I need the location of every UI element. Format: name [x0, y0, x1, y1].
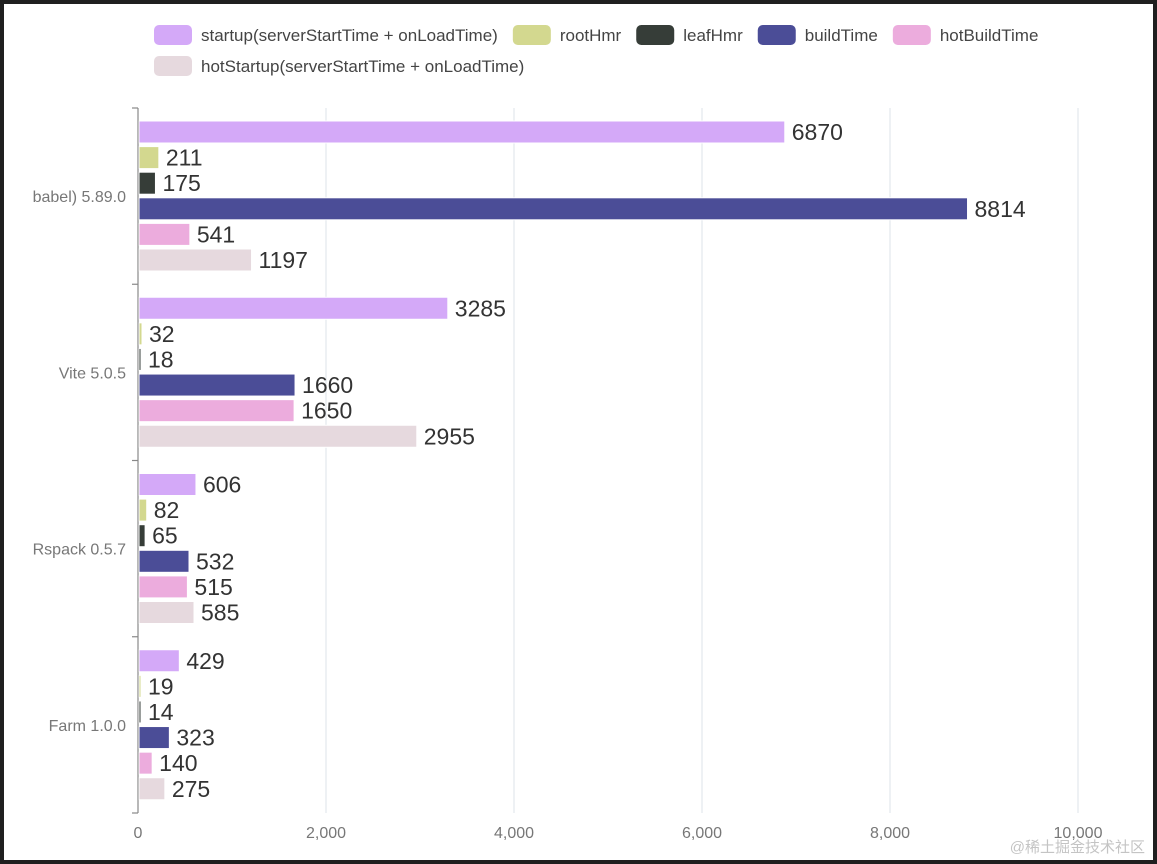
bar-startup-serverstarttime-onloadtime-vite-5-0-5 — [138, 296, 449, 320]
chart-frame: 0 2,000 4,000 6,000 8,000 10,000 babel) 5.89.0… — [4, 4, 1153, 860]
data-label-buildtime-rspack-0-5-7: 532 — [196, 548, 234, 574]
legend-swatch-leafhmr — [636, 25, 675, 45]
bar-startup-serverstarttime-onloadtime-babel-5-89-0 — [138, 120, 786, 144]
legend-swatch-roothmr — [512, 25, 551, 45]
data-label-leafhmr-rspack-0-5-7: 65 — [152, 523, 178, 549]
data-label-startup-serverstarttime-onloadtime-vite-5-0-5: 3285 — [455, 295, 506, 321]
data-label-buildtime-babel-5-89-0: 8814 — [975, 196, 1026, 222]
bar-roothmr-babel-5-89-0 — [138, 146, 160, 170]
legend-label-hotbuildtime: hotBuildTime — [940, 26, 1039, 45]
bar-roothmr-farm-1-0-0 — [138, 674, 142, 698]
bar-leafhmr-farm-1-0-0 — [138, 700, 142, 724]
bar-hotbuildtime-rspack-0-5-7 — [138, 575, 188, 599]
bar-hotbuildtime-babel-5-89-0 — [138, 222, 191, 246]
x-tick-label-2000: 2,000 — [306, 825, 346, 842]
bar-hotstartup-serverstarttime-onloadtime-farm-1-0-0 — [138, 777, 166, 801]
legend-swatch-buildtime — [757, 25, 796, 45]
data-label-hotbuildtime-rspack-0-5-7: 515 — [194, 574, 232, 600]
data-label-leafhmr-vite-5-0-5: 18 — [148, 346, 174, 372]
data-label-startup-serverstarttime-onloadtime-rspack-0-5-7: 606 — [203, 472, 241, 498]
data-label-hotstartup-serverstarttime-onloadtime-rspack-0-5-7: 585 — [201, 600, 239, 626]
data-label-hotstartup-serverstarttime-onloadtime-vite-5-0-5: 2955 — [424, 423, 475, 449]
bar-leafhmr-vite-5-0-5 — [138, 347, 142, 371]
data-label-leafhmr-farm-1-0-0: 14 — [148, 699, 174, 725]
data-label-startup-serverstarttime-onloadtime-farm-1-0-0: 429 — [186, 648, 224, 674]
watermark: @稀土掘金技术社区 — [1010, 839, 1145, 856]
bar-startup-serverstarttime-onloadtime-rspack-0-5-7 — [138, 473, 197, 496]
bar-chart: 0 2,000 4,000 6,000 8,000 10,000 babel) 5.89.0… — [33, 25, 1145, 856]
bar-startup-serverstarttime-onloadtime-farm-1-0-0 — [138, 649, 180, 673]
data-label-hotbuildtime-babel-5-89-0: 541 — [197, 221, 235, 247]
bar-hotstartup-serverstarttime-onloadtime-vite-5-0-5 — [138, 424, 418, 448]
data-label-roothmr-farm-1-0-0: 19 — [148, 673, 174, 699]
data-label-hotstartup-serverstarttime-onloadtime-babel-5-89-0: 1197 — [259, 247, 308, 273]
data-label-leafhmr-babel-5-89-0: 175 — [162, 170, 200, 196]
bar-buildtime-rspack-0-5-7 — [138, 549, 190, 573]
category-label-farm-1-0-0: Farm 1.0.0 — [49, 718, 126, 735]
gridlines — [325, 108, 1079, 813]
bar-roothmr-vite-5-0-5 — [138, 322, 143, 346]
category-label-vite-5-0-5: Vite 5.0.5 — [59, 365, 126, 382]
data-label-startup-serverstarttime-onloadtime-babel-5-89-0: 6870 — [792, 119, 843, 145]
bar-leafhmr-babel-5-89-0 — [138, 171, 156, 195]
category-label-babel-5-89-0: babel) 5.89.0 — [33, 189, 127, 206]
x-tick-label-8000: 8,000 — [870, 825, 910, 842]
x-tick-label-0: 0 — [134, 825, 143, 842]
bar-roothmr-rspack-0-5-7 — [138, 498, 148, 522]
bar-hotstartup-serverstarttime-onloadtime-rspack-0-5-7 — [138, 601, 195, 624]
bar-leafhmr-rspack-0-5-7 — [138, 524, 146, 548]
bar-hotstartup-serverstarttime-onloadtime-babel-5-89-0 — [138, 248, 253, 272]
legend: startup(serverStartTime + onLoadTime) roo… — [154, 25, 1038, 76]
bar-buildtime-vite-5-0-5 — [138, 373, 296, 397]
data-label-hotbuildtime-farm-1-0-0: 140 — [159, 750, 197, 776]
x-tick-label-10000: 10,000 — [1054, 825, 1103, 842]
legend-label-buildtime: buildTime — [805, 26, 878, 45]
axes: 0 2,000 4,000 6,000 8,000 10,000 babel) 5.89.0… — [33, 107, 1103, 842]
data-label-roothmr-rspack-0-5-7: 82 — [154, 497, 180, 523]
legend-label-roothmr: rootHmr — [560, 26, 622, 45]
data-label-hotstartup-serverstarttime-onloadtime-farm-1-0-0: 275 — [172, 776, 210, 802]
legend-swatch-hotbuildtime — [892, 25, 931, 45]
legend-label-leafhmr: leafHmr — [683, 26, 743, 45]
data-label-buildtime-vite-5-0-5: 1660 — [302, 372, 353, 398]
bar-buildtime-farm-1-0-0 — [138, 726, 170, 750]
x-tick-label-4000: 4,000 — [494, 825, 534, 842]
legend-swatch-hotstartup-serverstarttime-onloadtime — [154, 56, 192, 76]
legend-label-startup-serverstarttime-onloadtime: startup(serverStartTime + onLoadTime) — [201, 26, 498, 45]
legend-label-hotstartup-serverstarttime-onloadtime: hotStartup(serverStartTime + onLoadTime) — [201, 57, 524, 76]
legend-swatch-startup-serverstarttime-onloadtime — [154, 25, 192, 45]
category-label-rspack-0-5-7: Rspack 0.5.7 — [33, 542, 126, 559]
data-label-roothmr-babel-5-89-0: 211 — [166, 145, 203, 171]
data-label-roothmr-vite-5-0-5: 32 — [149, 321, 175, 347]
bars — [138, 120, 969, 801]
bar-hotbuildtime-farm-1-0-0 — [138, 751, 153, 775]
bar-buildtime-babel-5-89-0 — [138, 197, 969, 221]
data-label-hotbuildtime-vite-5-0-5: 1650 — [301, 398, 352, 424]
x-tick-label-6000: 6,000 — [682, 825, 722, 842]
data-label-buildtime-farm-1-0-0: 323 — [176, 725, 214, 751]
bar-hotbuildtime-vite-5-0-5 — [138, 399, 295, 423]
